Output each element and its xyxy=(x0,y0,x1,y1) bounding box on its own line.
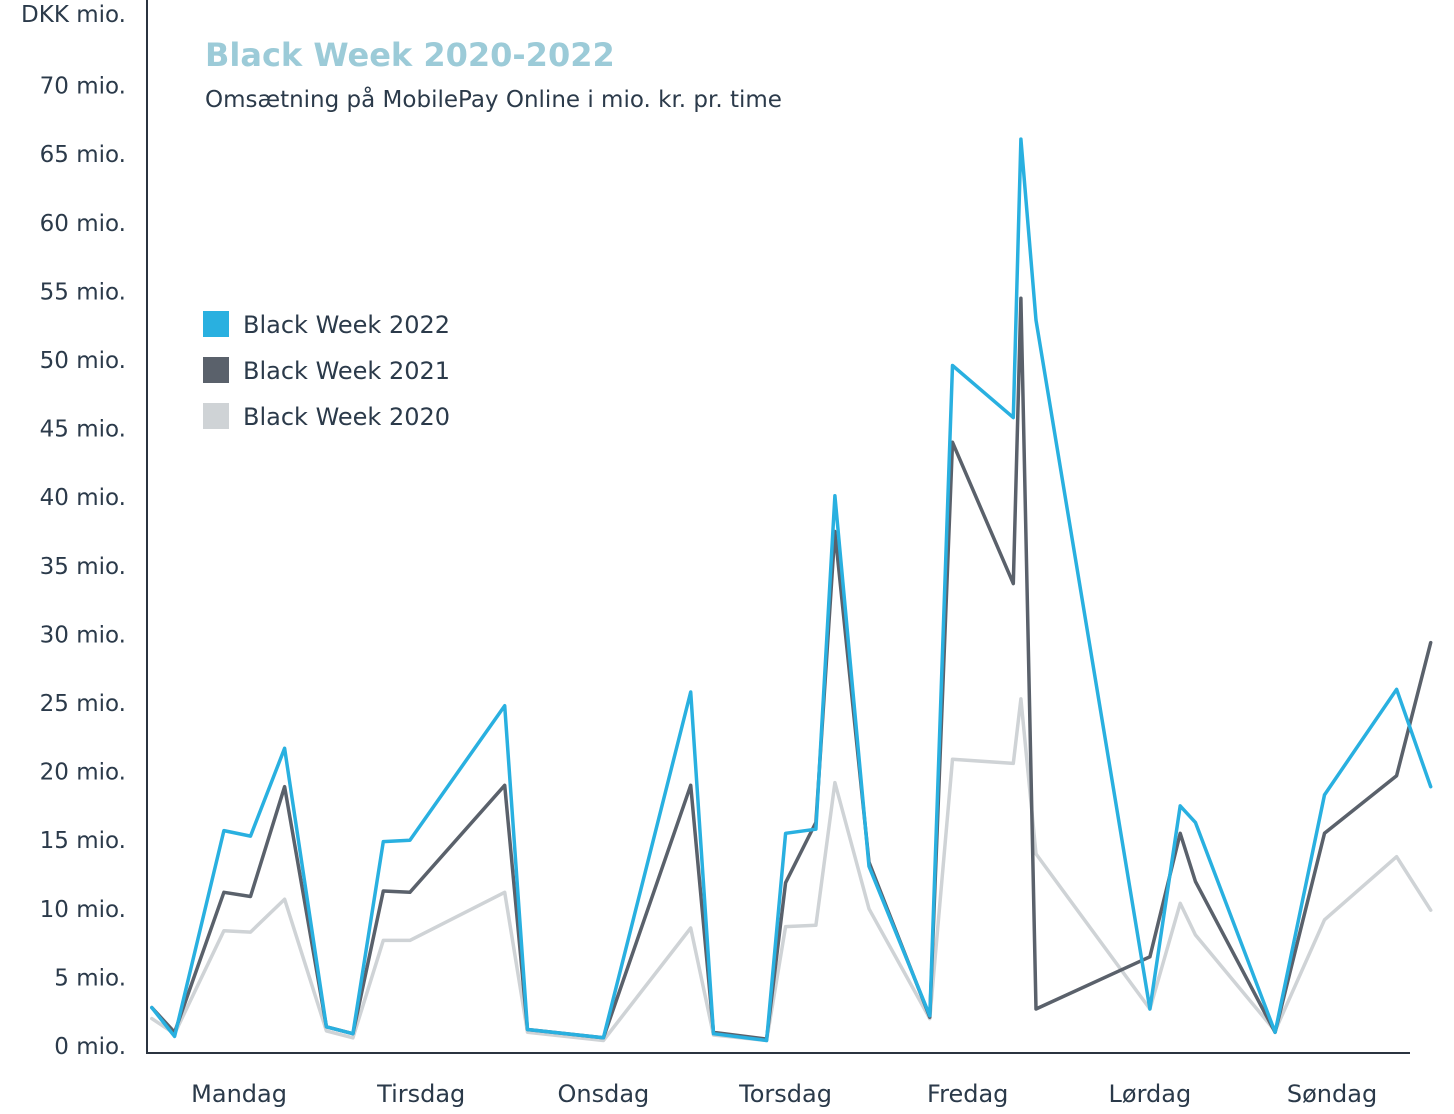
legend-label: Black Week 2021 xyxy=(243,357,450,385)
y-tick-label: 60 mio. xyxy=(40,211,126,237)
y-tick-label: 35 mio. xyxy=(40,554,126,580)
series-line-black-week-2020 xyxy=(150,697,1433,1043)
y-tick-label: 10 mio. xyxy=(40,897,126,923)
y-tick-label: 20 mio. xyxy=(40,760,126,786)
x-tick-label: Tirsdag xyxy=(376,1080,465,1108)
y-tick-label: 65 mio. xyxy=(40,142,126,168)
legend-swatch xyxy=(203,357,229,383)
x-tick-label: Onsdag xyxy=(558,1080,650,1108)
legend-label: Black Week 2020 xyxy=(243,403,450,431)
series-line-black-week-2022 xyxy=(150,137,1433,1043)
legend: Black Week 2022 Black Week 2021 Black Week… xyxy=(203,311,450,431)
y-tick-label: 40 mio. xyxy=(40,485,126,511)
y-tick-label: 25 mio. xyxy=(40,691,126,717)
y-tick-label: 45 mio. xyxy=(40,417,126,443)
y-tick-label: 15 mio. xyxy=(40,828,126,854)
legend-label: Black Week 2022 xyxy=(243,311,450,339)
y-tick-label: 55 mio. xyxy=(40,279,126,305)
y-tick-label: 50 mio. xyxy=(40,348,126,374)
y-tick-label: 5 mio. xyxy=(54,965,126,991)
x-tick-label: Lørdag xyxy=(1109,1080,1192,1108)
x-tick-label: Mandag xyxy=(191,1080,287,1108)
x-axis-ticks: Mandag Tirsdag Onsdag Torsdag Fredag Lørdag Sø… xyxy=(191,1080,1377,1108)
x-tick-label: Fredag xyxy=(927,1080,1008,1108)
y-axis-unit-label: DKK mio. xyxy=(21,2,126,28)
y-tick-label: 0 mio. xyxy=(54,1034,126,1060)
legend-swatch xyxy=(203,403,229,429)
y-tick-label: 30 mio. xyxy=(40,622,126,648)
series-lines xyxy=(150,137,1433,1043)
x-tick-label: Torsdag xyxy=(738,1080,832,1108)
chart-subtitle: Omsætning på MobilePay Online i mio. kr.… xyxy=(205,85,782,113)
y-axis-ticks: 0 mio. 5 mio. 10 mio. 15 mio. 20 mio. 25 mio.… xyxy=(40,74,126,1060)
legend-swatch xyxy=(203,311,229,337)
chart-title: Black Week 2020-2022 xyxy=(205,36,615,74)
x-tick-label: Søndag xyxy=(1287,1080,1377,1108)
y-tick-label: 70 mio. xyxy=(40,74,126,100)
